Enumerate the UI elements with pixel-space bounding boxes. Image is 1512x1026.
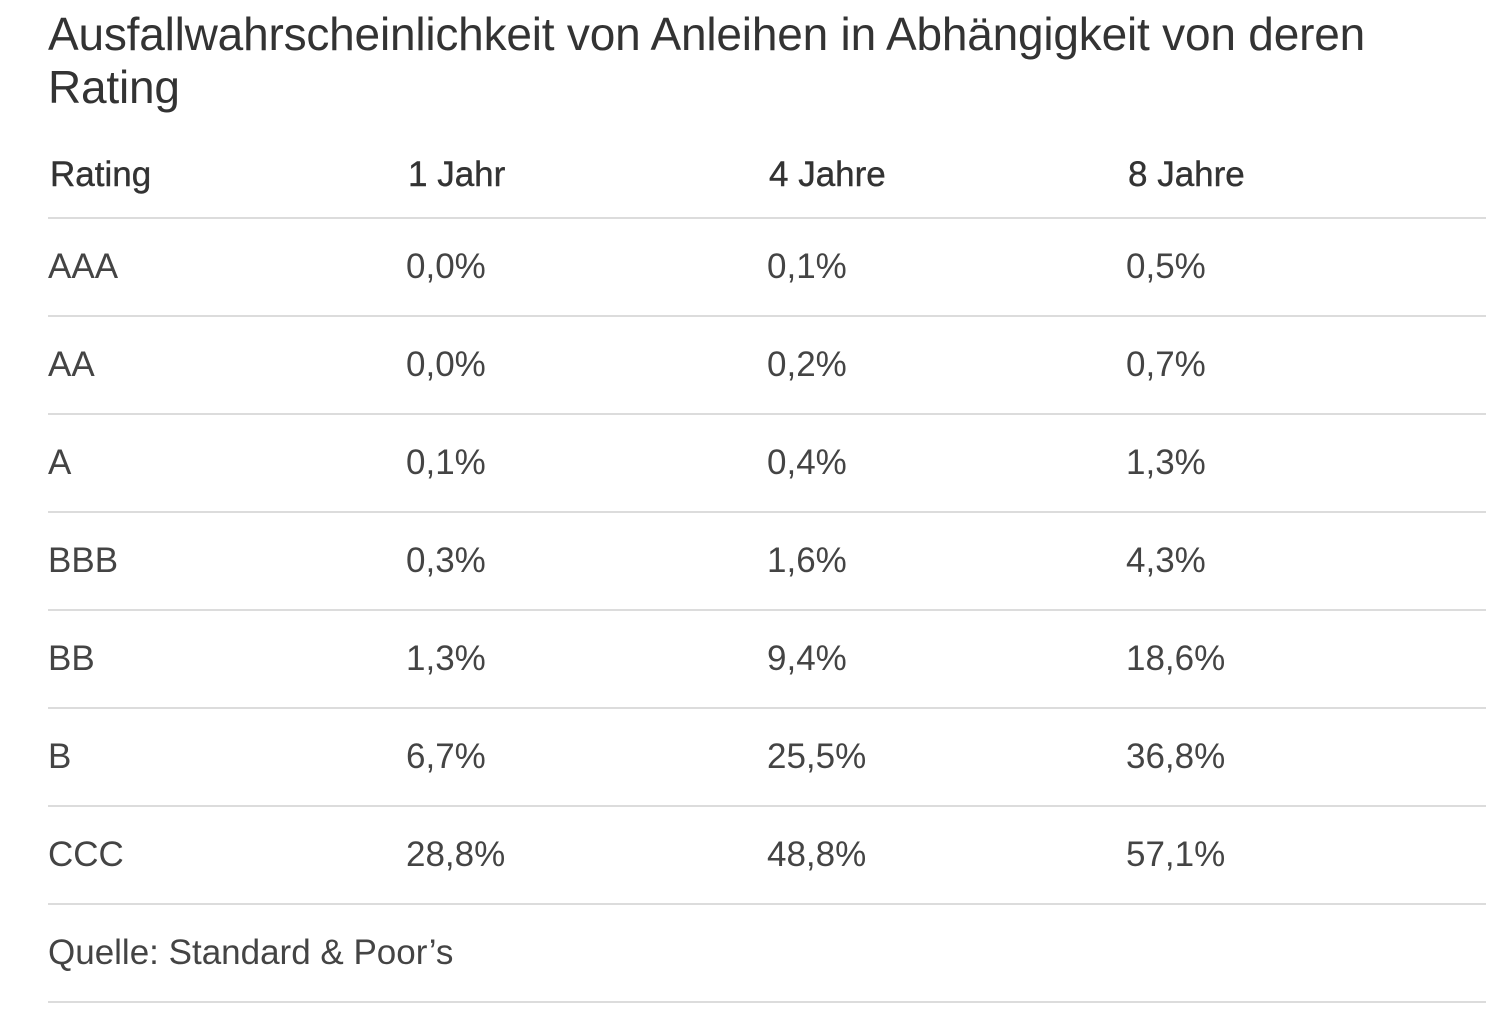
value-cell: 57,1% — [1126, 806, 1486, 905]
header-rating: Rating — [48, 141, 406, 219]
value-cell: 1,3% — [406, 610, 767, 709]
header-1-jahr: 1 Jahr — [406, 141, 767, 219]
rating-cell: BB — [48, 610, 406, 709]
default-probability-table: Rating 1 Jahr 4 Jahre 8 Jahre AAA 0,0% 0… — [48, 141, 1486, 1003]
value-cell: 0,1% — [767, 218, 1126, 317]
header-4-jahre: 4 Jahre — [767, 141, 1126, 219]
rating-cell: CCC — [48, 806, 406, 905]
value-cell: 0,5% — [1126, 218, 1486, 317]
value-cell: 0,0% — [406, 218, 767, 317]
value-cell: 0,1% — [406, 414, 767, 513]
value-cell: 25,5% — [767, 708, 1126, 807]
value-cell: 6,7% — [406, 708, 767, 807]
table-container: Ausfallwahrscheinlichkeit von Anleihen i… — [48, 0, 1486, 1003]
table-row: A 0,1% 0,4% 1,3% — [48, 414, 1486, 513]
value-cell: 0,7% — [1126, 316, 1486, 415]
table-row: AA 0,0% 0,2% 0,7% — [48, 316, 1486, 415]
source-note: Quelle: Standard & Poor’s — [48, 904, 1486, 1003]
value-cell: 36,8% — [1126, 708, 1486, 807]
value-cell: 9,4% — [767, 610, 1126, 709]
rating-cell: B — [48, 708, 406, 807]
value-cell: 18,6% — [1126, 610, 1486, 709]
table-row: AAA 0,0% 0,1% 0,5% — [48, 218, 1486, 317]
table-row: B 6,7% 25,5% 36,8% — [48, 708, 1486, 807]
rating-cell: A — [48, 414, 406, 513]
value-cell: 0,3% — [406, 512, 767, 611]
table-row: CCC 28,8% 48,8% 57,1% — [48, 806, 1486, 905]
value-cell: 0,4% — [767, 414, 1126, 513]
value-cell: 4,3% — [1126, 512, 1486, 611]
rating-cell: BBB — [48, 512, 406, 611]
table-row: BBB 0,3% 1,6% 4,3% — [48, 512, 1486, 611]
table-title: Ausfallwahrscheinlichkeit von Anleihen i… — [48, 8, 1365, 113]
source-row: Quelle: Standard & Poor’s — [48, 904, 1486, 1003]
value-cell: 28,8% — [406, 806, 767, 905]
value-cell: 1,6% — [767, 512, 1126, 611]
value-cell: 1,3% — [1126, 414, 1486, 513]
rating-cell: AAA — [48, 218, 406, 317]
value-cell: 0,0% — [406, 316, 767, 415]
rating-cell: AA — [48, 316, 406, 415]
value-cell: 48,8% — [767, 806, 1126, 905]
table-row: BB 1,3% 9,4% 18,6% — [48, 610, 1486, 709]
header-row: Rating 1 Jahr 4 Jahre 8 Jahre — [48, 141, 1486, 219]
value-cell: 0,2% — [767, 316, 1126, 415]
header-8-jahre: 8 Jahre — [1126, 141, 1486, 219]
